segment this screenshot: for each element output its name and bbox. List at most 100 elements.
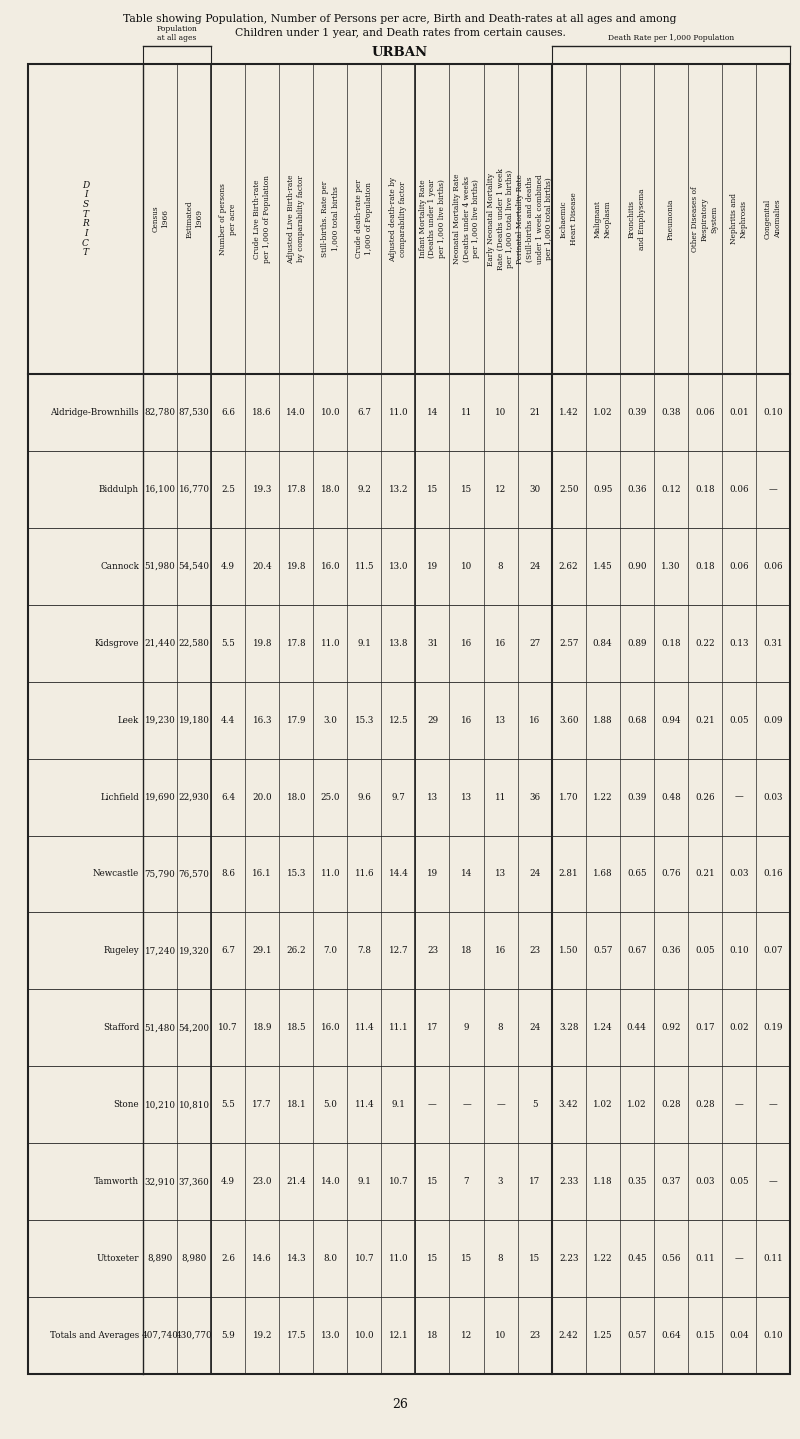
Text: 19,180: 19,180: [178, 715, 210, 725]
Text: 0.10: 0.10: [729, 947, 749, 955]
Text: 1.68: 1.68: [593, 869, 613, 878]
Text: Lichfield: Lichfield: [100, 793, 139, 802]
Text: 6.7: 6.7: [358, 409, 371, 417]
Text: —: —: [428, 1101, 437, 1109]
Text: 3.42: 3.42: [559, 1101, 578, 1109]
Text: 18.6: 18.6: [252, 409, 272, 417]
Text: 10: 10: [495, 1331, 506, 1340]
Text: 29: 29: [427, 715, 438, 725]
Text: 25.0: 25.0: [321, 793, 340, 802]
Text: 14.0: 14.0: [286, 409, 306, 417]
Text: 16.1: 16.1: [252, 869, 272, 878]
Text: 0.11: 0.11: [763, 1255, 782, 1263]
Text: 0.03: 0.03: [763, 793, 782, 802]
Text: Children under 1 year, and Death rates from certain causes.: Children under 1 year, and Death rates f…: [234, 27, 566, 37]
Text: 16: 16: [461, 715, 472, 725]
Text: 9: 9: [464, 1023, 470, 1032]
Text: 16.0: 16.0: [321, 561, 340, 571]
Text: 1.02: 1.02: [627, 1101, 646, 1109]
Text: 21: 21: [529, 409, 540, 417]
Text: 6.6: 6.6: [221, 409, 235, 417]
Text: 16: 16: [495, 639, 506, 648]
Text: Ischaemic
Heart Disease: Ischaemic Heart Disease: [560, 193, 578, 246]
Text: 11: 11: [495, 793, 506, 802]
Text: 0.16: 0.16: [763, 869, 782, 878]
Text: Bronchitis
and Emphysema: Bronchitis and Emphysema: [628, 189, 646, 250]
Text: 0.57: 0.57: [627, 1331, 646, 1340]
Text: 12.1: 12.1: [389, 1331, 408, 1340]
Text: 16,770: 16,770: [178, 485, 210, 494]
Text: 5: 5: [532, 1101, 538, 1109]
Text: 0.19: 0.19: [763, 1023, 782, 1032]
Text: —: —: [769, 1101, 778, 1109]
Text: 76,570: 76,570: [178, 869, 210, 878]
Text: 31: 31: [427, 639, 438, 648]
Text: 2.33: 2.33: [559, 1177, 578, 1186]
Text: Early Neonatal Mortality
Rate (Deaths under 1 week
per 1,000 total live births): Early Neonatal Mortality Rate (Deaths un…: [486, 168, 514, 271]
Text: 0.06: 0.06: [729, 485, 749, 494]
Text: 10: 10: [495, 409, 506, 417]
Text: 3.60: 3.60: [559, 715, 578, 725]
Text: 0.06: 0.06: [763, 561, 782, 571]
Text: 16: 16: [461, 639, 472, 648]
Text: 12: 12: [461, 1331, 472, 1340]
Text: Aldridge-Brownhills: Aldridge-Brownhills: [50, 409, 139, 417]
Text: 19,230: 19,230: [145, 715, 175, 725]
Text: 2.6: 2.6: [221, 1255, 235, 1263]
Text: 22,580: 22,580: [178, 639, 210, 648]
Text: 15.3: 15.3: [286, 869, 306, 878]
Text: 82,780: 82,780: [145, 409, 175, 417]
Text: 13: 13: [495, 869, 506, 878]
Text: 0.02: 0.02: [729, 1023, 749, 1032]
Text: 0.68: 0.68: [627, 715, 646, 725]
Text: 14.4: 14.4: [389, 869, 408, 878]
Text: Tamworth: Tamworth: [94, 1177, 139, 1186]
Text: 10,210: 10,210: [145, 1101, 175, 1109]
Text: 51,480: 51,480: [145, 1023, 175, 1032]
Text: 2.62: 2.62: [559, 561, 578, 571]
Text: 0.05: 0.05: [695, 947, 714, 955]
Text: 75,790: 75,790: [145, 869, 175, 878]
Text: Biddulph: Biddulph: [99, 485, 139, 494]
Text: 0.26: 0.26: [695, 793, 714, 802]
Text: 2.23: 2.23: [559, 1255, 578, 1263]
Text: 0.65: 0.65: [627, 869, 646, 878]
Text: Rugeley: Rugeley: [103, 947, 139, 955]
Text: 430,770: 430,770: [176, 1331, 212, 1340]
Text: Totals and Averages: Totals and Averages: [50, 1331, 139, 1340]
Text: 18.0: 18.0: [286, 793, 306, 802]
Text: 0.15: 0.15: [695, 1331, 714, 1340]
Text: 407,740: 407,740: [142, 1331, 178, 1340]
Text: 11.4: 11.4: [354, 1023, 374, 1032]
Text: 17.7: 17.7: [252, 1101, 272, 1109]
Text: 2.5: 2.5: [221, 485, 235, 494]
Text: 16,100: 16,100: [145, 485, 175, 494]
Text: 8: 8: [498, 561, 503, 571]
Text: 1.42: 1.42: [558, 409, 578, 417]
Text: 2.57: 2.57: [559, 639, 578, 648]
Text: 0.39: 0.39: [627, 409, 646, 417]
Text: 11.4: 11.4: [354, 1101, 374, 1109]
Text: 17: 17: [529, 1177, 540, 1186]
Text: 16.3: 16.3: [253, 715, 272, 725]
Text: 15: 15: [427, 1177, 438, 1186]
Text: 0.07: 0.07: [763, 947, 782, 955]
Text: 7.0: 7.0: [323, 947, 338, 955]
Text: Congenital
Anomalies: Congenital Anomalies: [764, 199, 782, 239]
Text: 0.06: 0.06: [695, 409, 714, 417]
Text: 22,930: 22,930: [178, 793, 210, 802]
Text: 6.4: 6.4: [221, 793, 235, 802]
Text: 14: 14: [426, 409, 438, 417]
Text: 0.35: 0.35: [627, 1177, 646, 1186]
Text: 1.18: 1.18: [593, 1177, 613, 1186]
Text: 21.4: 21.4: [286, 1177, 306, 1186]
Text: 26: 26: [392, 1397, 408, 1410]
Text: —: —: [462, 1101, 471, 1109]
Text: 0.17: 0.17: [695, 1023, 714, 1032]
Text: 1.22: 1.22: [593, 1255, 613, 1263]
Text: 14: 14: [461, 869, 472, 878]
Text: Perinatal Mortality Rate
(Still-births and deaths
under 1 week combined
per 1,00: Perinatal Mortality Rate (Still-births a…: [516, 174, 554, 263]
Text: 3.0: 3.0: [323, 715, 338, 725]
Text: Death Rate per 1,000 Population: Death Rate per 1,000 Population: [608, 35, 734, 42]
Text: —: —: [769, 1177, 778, 1186]
